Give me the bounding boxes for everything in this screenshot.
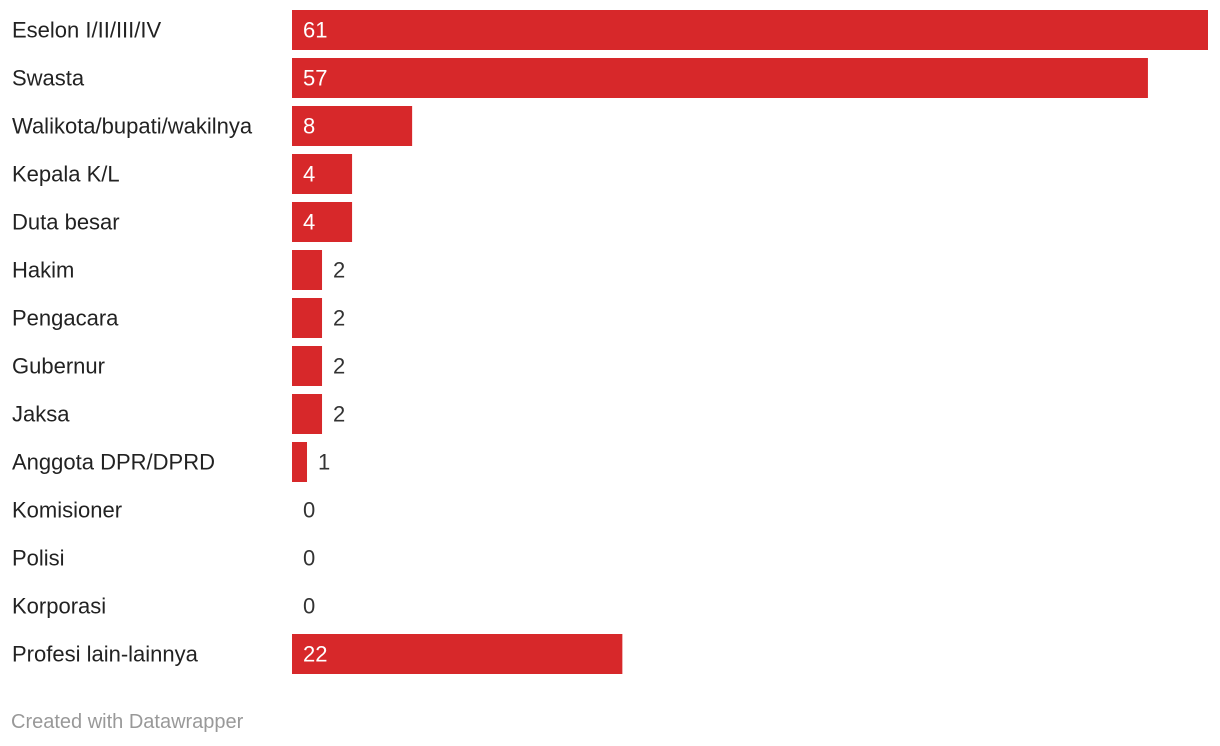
bar bbox=[292, 346, 323, 386]
bar bbox=[292, 106, 413, 146]
bar-row: Kepala K/L 4 bbox=[12, 154, 353, 194]
datawrapper-credit: Created with Datawrapper bbox=[11, 711, 244, 733]
bar-row: Jaksa 2 bbox=[12, 394, 345, 434]
category-label: Duta besar bbox=[12, 210, 120, 235]
value-label: 4 bbox=[303, 162, 315, 187]
category-label: Korporasi bbox=[12, 594, 106, 619]
bar bbox=[292, 394, 323, 434]
bar-row: Profesi lain-lainnya 22 bbox=[12, 634, 623, 674]
bar-row: Anggota DPR/DPRD 1 bbox=[12, 442, 330, 482]
category-label: Pengacara bbox=[12, 306, 119, 331]
bar-chart: Eselon I/II/III/IV 61 Swasta 57 Walikota/bup… bbox=[12, 10, 1208, 674]
category-label: Walikota/bupati/wakilnya bbox=[12, 114, 253, 139]
bar bbox=[292, 10, 1208, 50]
category-label: Eselon I/II/III/IV bbox=[12, 18, 162, 43]
value-label: 61 bbox=[303, 18, 327, 43]
category-label: Hakim bbox=[12, 258, 74, 283]
bar bbox=[292, 154, 353, 194]
bar bbox=[292, 250, 323, 290]
value-label: 57 bbox=[303, 66, 327, 91]
bar-row: Gubernur 2 bbox=[12, 346, 345, 386]
value-label: 2 bbox=[333, 306, 345, 331]
value-label: 0 bbox=[303, 498, 315, 523]
value-label: 0 bbox=[303, 594, 315, 619]
bar-row: Komisioner 0 bbox=[12, 498, 315, 523]
bar bbox=[292, 298, 323, 338]
value-label: 2 bbox=[333, 258, 345, 283]
category-label: Swasta bbox=[12, 66, 85, 91]
value-label: 8 bbox=[303, 114, 315, 139]
category-label: Komisioner bbox=[12, 498, 122, 523]
bar-row: Eselon I/II/III/IV 61 bbox=[12, 10, 1208, 50]
bar-row: Korporasi 0 bbox=[12, 594, 315, 619]
bar-row: Pengacara 2 bbox=[12, 298, 345, 338]
category-label: Profesi lain-lainnya bbox=[12, 642, 199, 667]
value-label: 4 bbox=[303, 210, 315, 235]
bar-row: Polisi 0 bbox=[12, 546, 315, 571]
value-label: 22 bbox=[303, 642, 327, 667]
bar-row: Duta besar 4 bbox=[12, 202, 353, 242]
bar-row: Walikota/bupati/wakilnya 8 bbox=[12, 106, 413, 146]
category-label: Polisi bbox=[12, 546, 65, 571]
bar bbox=[292, 58, 1148, 98]
value-label: 1 bbox=[318, 450, 330, 475]
bar bbox=[292, 202, 353, 242]
category-label: Gubernur bbox=[12, 354, 105, 379]
value-label: 2 bbox=[333, 354, 345, 379]
bar-row: Hakim 2 bbox=[12, 250, 345, 290]
value-label: 2 bbox=[333, 402, 345, 427]
category-label: Anggota DPR/DPRD bbox=[12, 450, 215, 475]
bar-row: Swasta 57 bbox=[12, 58, 1148, 98]
bar bbox=[292, 442, 308, 482]
bar bbox=[292, 634, 623, 674]
category-label: Jaksa bbox=[12, 402, 70, 427]
value-label: 0 bbox=[303, 546, 315, 571]
category-label: Kepala K/L bbox=[12, 162, 120, 187]
